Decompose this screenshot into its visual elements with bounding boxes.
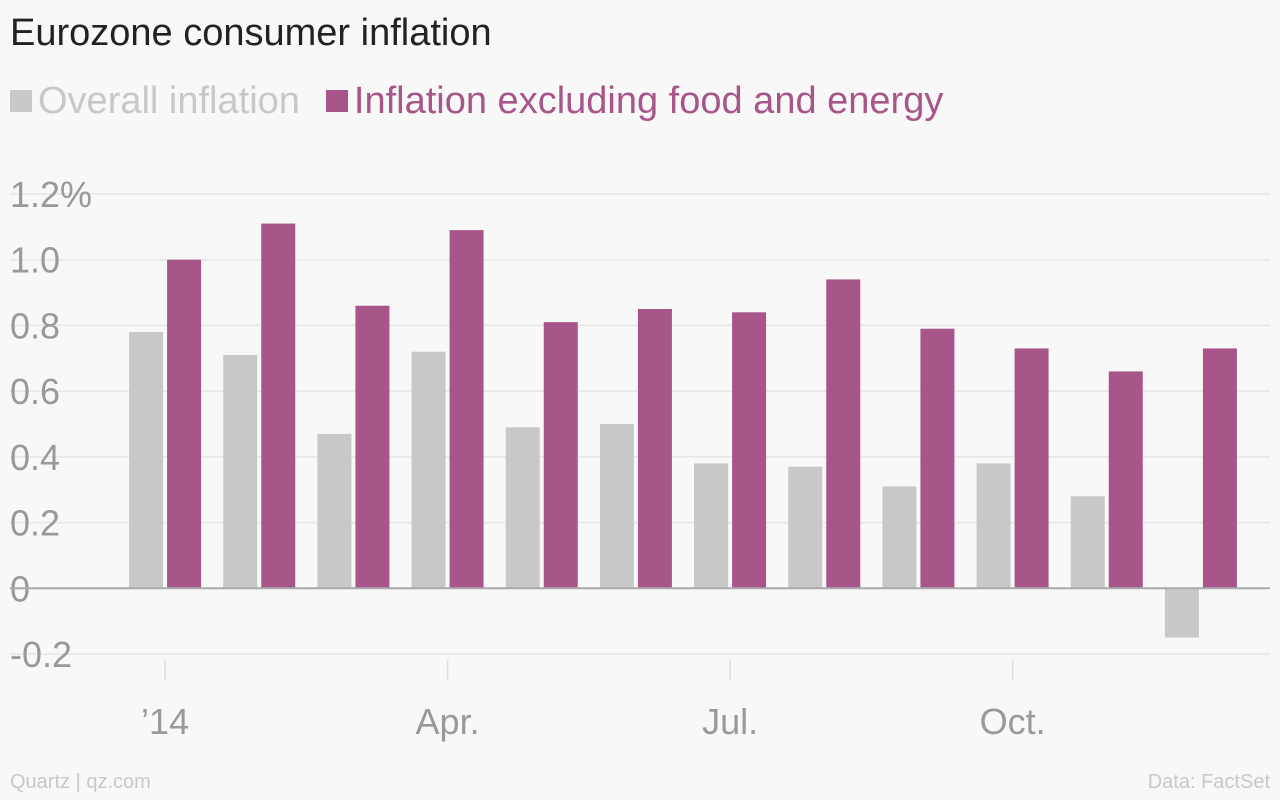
bar-overall-inflation — [1070, 496, 1105, 589]
bar-overall-inflation — [129, 332, 164, 589]
legend-label-overall-inflation: Overall inflation — [38, 80, 300, 122]
x-tick-label: ’14 — [141, 701, 189, 742]
bar-core-inflation — [637, 309, 672, 589]
legend-label-core-inflation: Inflation excluding food and energy — [353, 80, 944, 122]
footer-source-right: Data: FactSet — [1147, 771, 1270, 793]
bar-overall-inflation — [411, 351, 446, 589]
bar-core-inflation — [826, 279, 861, 589]
bar-overall-inflation — [599, 424, 634, 589]
x-tick-label: Oct. — [980, 701, 1046, 742]
y-tick-label: 1.2% — [10, 174, 92, 215]
bar-core-inflation — [449, 230, 484, 589]
bar-core-inflation — [1014, 348, 1049, 589]
bar-overall-inflation — [223, 355, 258, 589]
legend-swatch-core-inflation — [325, 90, 348, 112]
y-tick-label: 0.4 — [10, 437, 60, 478]
bar-core-inflation — [732, 312, 767, 589]
bar-core-inflation — [167, 259, 202, 589]
bar-overall-inflation — [317, 433, 352, 589]
bar-overall-inflation — [788, 466, 823, 589]
bar-core-inflation — [355, 305, 390, 589]
bar-overall-inflation — [882, 486, 917, 589]
y-tick-label: 0.6 — [10, 371, 60, 412]
bar-overall-inflation — [694, 463, 729, 589]
y-tick-label: 1.0 — [10, 240, 60, 281]
footer-source-left: Quartz | qz.com — [10, 771, 151, 793]
bar-core-inflation — [920, 328, 955, 589]
bar-overall-inflation — [1164, 588, 1199, 638]
y-tick-label: -0.2 — [10, 634, 72, 675]
bar-overall-inflation — [505, 427, 540, 589]
legend-item-core-inflation: Inflation excluding food and energy — [325, 80, 944, 122]
y-tick-label: 0.2 — [10, 503, 60, 544]
chart-legend: Overall inflation Inflation excluding fo… — [10, 80, 969, 122]
bar-core-inflation — [1202, 348, 1237, 589]
bar-core-inflation — [543, 322, 578, 589]
bar-overall-inflation — [976, 463, 1011, 589]
bar-core-inflation — [261, 223, 296, 589]
chart-title: Eurozone consumer inflation — [10, 12, 492, 54]
legend-swatch-overall-inflation — [10, 90, 32, 112]
y-tick-label: 0.8 — [10, 305, 60, 346]
legend-item-overall-inflation: Overall inflation — [10, 82, 300, 120]
bar-core-inflation — [1108, 371, 1143, 589]
x-tick-label: Jul. — [702, 701, 758, 742]
x-tick-label: Apr. — [416, 701, 480, 742]
